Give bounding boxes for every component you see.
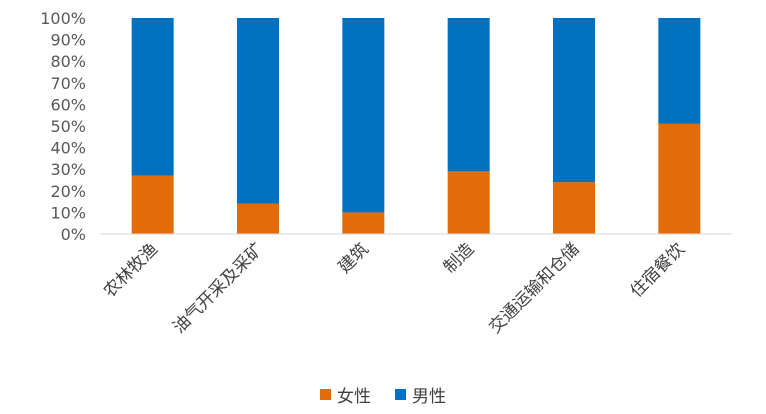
y-tick-label: 30%: [50, 160, 86, 179]
bar-segment-female: [447, 171, 490, 234]
x-category-label: 交通运输和仓储: [485, 239, 583, 337]
y-tick-label: 60%: [50, 95, 86, 114]
y-tick-label: 50%: [50, 117, 86, 136]
bar-segment-female: [237, 203, 279, 234]
y-tick-label: 80%: [50, 52, 86, 71]
bar-segment-male: [131, 18, 174, 176]
x-category-label: 建筑: [335, 239, 373, 277]
y-axis: 0% 10% 20% 30% 40% 50% 60% 70% 80% 90% 100%: [40, 9, 86, 244]
bar-segment-male: [342, 18, 385, 213]
x-category-label: 油气开采及采矿: [169, 239, 267, 337]
y-tick-label: 40%: [50, 139, 86, 158]
y-tick-label: 70%: [50, 74, 86, 93]
bar-segment-male: [553, 18, 595, 183]
y-tick-label: 100%: [40, 9, 86, 28]
legend-label-male: 男性: [412, 386, 446, 407]
y-tick-label: 10%: [50, 203, 86, 222]
bar-segment-male: [447, 18, 490, 172]
stacked-bar-chart: 0% 10% 20% 30% 40% 50% 60% 70% 80% 90% 100% 农林牧渔 油气…: [40, 9, 732, 338]
y-tick-label: 20%: [50, 182, 86, 201]
legend-label-female: 女性: [337, 386, 371, 407]
category-labels: 农林牧渔 油气开采及采矿 建筑 制造 交通运输和仓储 住宿餐饮: [100, 239, 689, 337]
y-tick-label: 0%: [61, 225, 86, 244]
bar-segment-female: [131, 175, 174, 234]
bar-segment-female: [342, 212, 385, 234]
legend-swatch-female: [320, 388, 331, 400]
bar-segment-male: [658, 18, 701, 124]
bars: [131, 18, 701, 234]
legend-item-male: 男性: [395, 382, 446, 407]
y-tick-label: 90%: [50, 31, 86, 50]
bar-segment-male: [237, 18, 279, 204]
bar-segment-female: [658, 123, 701, 234]
legend-swatch-male: [395, 388, 406, 400]
legend-item-female: 女性: [320, 382, 371, 407]
legend: 女性 男性: [0, 380, 766, 408]
x-category-label: 制造: [440, 239, 478, 277]
x-category-label: 住宿餐饮: [627, 239, 689, 301]
x-category-label: 农林牧渔: [100, 239, 162, 301]
bar-segment-female: [553, 182, 595, 234]
